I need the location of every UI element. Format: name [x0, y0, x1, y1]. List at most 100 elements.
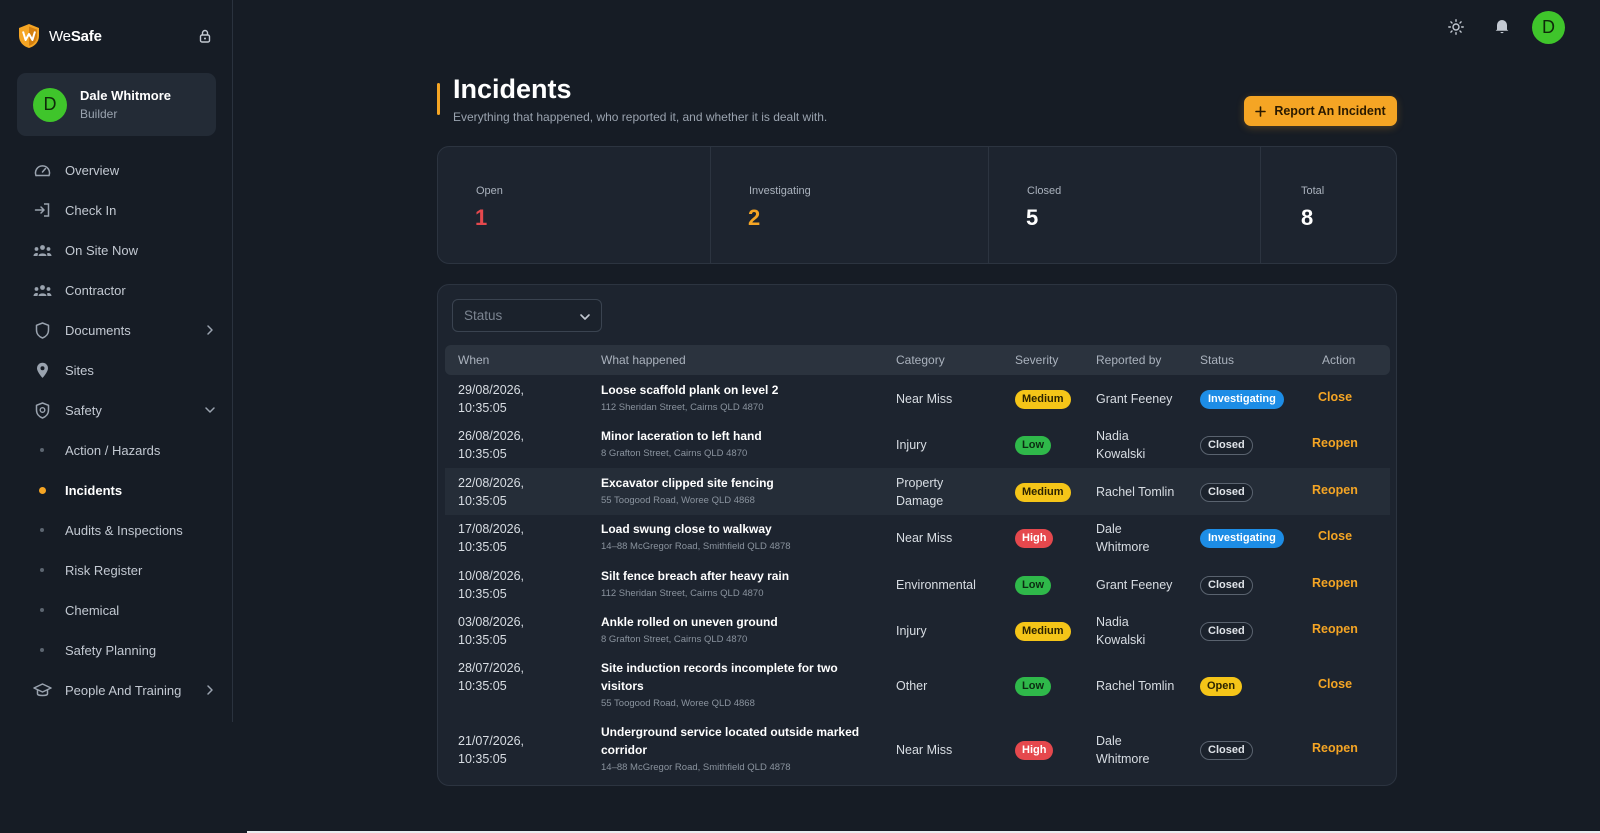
cell-address: 112 Sheridan Street, Cairns QLD 4870 [601, 402, 764, 413]
reopen-incident-button[interactable]: Reopen [1312, 483, 1358, 497]
stat-value: 8 [1301, 205, 1314, 230]
table-row[interactable]: 22/08/2026, 10:35:05 Excavator clipped si… [445, 468, 1390, 515]
cell-title: Site induction records incomplete for tw… [601, 661, 838, 693]
sidebar-item-on-site-now[interactable]: On Site Now [0, 230, 232, 270]
table-row[interactable]: 26/08/2026, 10:35:05 Minor laceration to … [445, 422, 1390, 468]
stat-label: Total [1301, 185, 1325, 197]
cell-title: Load swung close to walkway [601, 522, 772, 536]
close-incident-button[interactable]: Close [1318, 390, 1353, 404]
user-card[interactable]: D Dale Whitmore Builder [17, 73, 216, 136]
lock-icon [199, 29, 211, 43]
page-subtitle: Everything that happened, who reported i… [453, 110, 828, 124]
severity-badge: High [1015, 529, 1054, 548]
severity-badge: Medium [1015, 622, 1071, 641]
cell-reporter: Nadia Kowalski [1096, 615, 1146, 647]
cell-title: Loose scaffold plank on level 2 [601, 383, 779, 397]
table-header: When What happened Category Severity Rep… [445, 345, 1390, 375]
stats-panel: Open 1 Investigating 2 Closed 5 Total 8 [437, 146, 1397, 264]
sidebar-item-contractor[interactable]: Contractor [0, 270, 232, 310]
stat-open: Open 1 [438, 147, 710, 263]
sun-icon [1448, 19, 1464, 35]
col-header-severity[interactable]: Severity [1015, 353, 1059, 367]
sidebar-item-audits[interactable]: Audits & Inspections [0, 510, 232, 550]
col-header-category[interactable]: Category [896, 353, 945, 367]
cell-category: Property Damage [896, 476, 944, 508]
cell-category: Other [896, 679, 928, 693]
sidebar-item-overview[interactable]: Overview [0, 150, 232, 190]
map-pin-icon [32, 360, 52, 380]
sidebar-item-safety[interactable]: Safety [0, 390, 232, 430]
severity-badge: Low [1015, 436, 1051, 455]
status-filter-select[interactable]: Status [452, 299, 602, 332]
account-avatar-button[interactable]: D [1532, 11, 1565, 44]
table-row[interactable]: 28/07/2026, 10:35:05 Site induction recor… [445, 654, 1390, 719]
cell-when: 21/07/2026, 10:35:05 [458, 734, 525, 766]
col-header-reported-by[interactable]: Reported by [1096, 353, 1162, 367]
cell-reporter: Grant Feeney [1096, 578, 1173, 592]
cell-reporter: Rachel Tomlin [1096, 485, 1175, 499]
chevron-down-icon [205, 407, 215, 413]
cell-when: 10/08/2026, 10:35:05 [458, 569, 525, 601]
cell-category: Injury [896, 438, 927, 452]
close-incident-button[interactable]: Close [1318, 677, 1353, 691]
people-group-icon [32, 280, 52, 300]
table-row[interactable]: 29/08/2026, 10:35:05 Loose scaffold plank… [445, 375, 1390, 422]
stat-label: Open [476, 185, 503, 197]
reopen-incident-button[interactable]: Reopen [1312, 436, 1358, 450]
cell-category: Injury [896, 624, 927, 638]
table-row[interactable]: 17/08/2026, 10:35:05 Load swung close to … [445, 515, 1390, 561]
sidebar-item-sites[interactable]: Sites [0, 350, 232, 390]
theme-toggle-button[interactable] [1446, 17, 1466, 37]
sidebar-item-label: Sites [65, 362, 94, 378]
reopen-incident-button[interactable]: Reopen [1312, 741, 1358, 755]
sidebar-item-safety-planning[interactable]: Safety Planning [0, 630, 232, 670]
stat-value: 1 [475, 205, 488, 230]
notifications-button[interactable] [1492, 16, 1512, 36]
close-incident-button[interactable]: Close [1318, 529, 1353, 543]
sidebar-item-label: Contractor [65, 282, 126, 298]
plus-icon [1255, 105, 1267, 117]
report-incident-button[interactable]: Report An Incident [1244, 96, 1397, 126]
stat-value: 5 [1026, 205, 1039, 230]
severity-badge: Low [1015, 576, 1051, 595]
lock-sidebar-button[interactable] [197, 27, 213, 45]
sidebar-item-incidents[interactable]: Incidents [0, 470, 232, 510]
report-incident-label: Report An Incident [1274, 104, 1386, 118]
cell-address: 55 Toogood Road, Woree QLD 4868 [601, 495, 755, 506]
cell-reporter: Dale Whitmore [1096, 734, 1150, 766]
stat-closed: Closed 5 [988, 147, 1260, 263]
sidebar-item-label: Incidents [65, 482, 123, 498]
bottom-divider [247, 831, 1600, 833]
sidebar-item-risk-register[interactable]: Risk Register [0, 550, 232, 590]
cell-when: 22/08/2026, 10:35:05 [458, 476, 525, 508]
sidebar-item-people-training[interactable]: People And Training [0, 670, 232, 710]
reopen-incident-button[interactable]: Reopen [1312, 576, 1358, 590]
col-header-when[interactable]: When [458, 353, 490, 367]
reopen-incident-button[interactable]: Reopen [1312, 622, 1358, 636]
cell-when: 17/08/2026, 10:35:05 [458, 522, 525, 554]
table-row[interactable]: 03/08/2026, 10:35:05 Ankle rolled on unev… [445, 608, 1390, 654]
status-badge: Closed [1200, 483, 1253, 502]
table-row[interactable]: 10/08/2026, 10:35:05 Silt fence breach af… [445, 561, 1390, 608]
sidebar-item-action-hazards[interactable]: Action / Hazards [0, 430, 232, 470]
stat-total: Total 8 [1260, 147, 1396, 263]
cell-reporter: Nadia Kowalski [1096, 429, 1146, 461]
cell-category: Near Miss [896, 531, 953, 545]
col-header-what[interactable]: What happened [601, 353, 686, 367]
col-header-status[interactable]: Status [1200, 353, 1235, 367]
severity-badge: Medium [1015, 390, 1071, 409]
sidebar-item-label: Audits & Inspections [65, 522, 183, 538]
sidebar-item-documents[interactable]: Documents [0, 310, 232, 350]
cell-category: Environmental [896, 578, 976, 592]
cell-address: 112 Sheridan Street, Cairns QLD 4870 [601, 588, 764, 599]
active-bullet-icon [32, 486, 52, 494]
title-accent-bar [437, 83, 440, 115]
cell-when: 26/08/2026, 10:35:05 [458, 429, 525, 461]
sidebar-item-check-in[interactable]: Check In [0, 190, 232, 230]
stat-label: Closed [1027, 185, 1062, 197]
table-row[interactable]: 21/07/2026, 10:35:05 Underground service … [445, 719, 1390, 783]
brand[interactable]: WeSafe [18, 22, 102, 50]
sidebar-item-chemical[interactable]: Chemical [0, 590, 232, 630]
col-header-action[interactable]: Action [1322, 353, 1356, 367]
